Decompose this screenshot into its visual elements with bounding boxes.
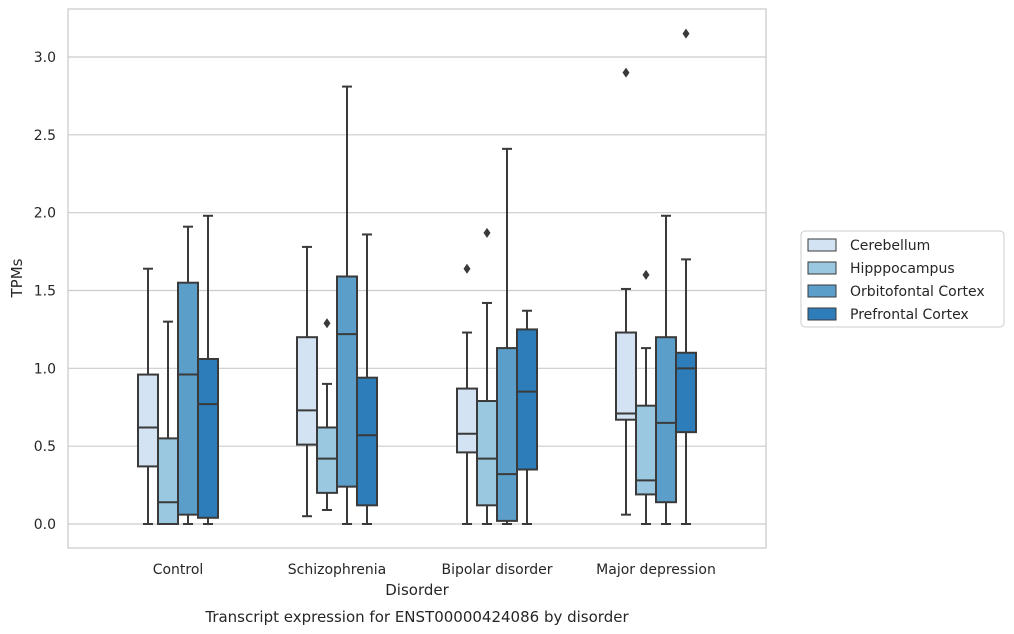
y-tick-label: 2.5	[34, 128, 56, 144]
legend-swatch	[807, 284, 837, 298]
box-2-2	[496, 147, 518, 525]
plot-frame	[67, 8, 767, 549]
box-2-3	[516, 309, 538, 525]
legend-box	[800, 230, 1005, 328]
y-tick-label: 0.0	[34, 517, 56, 533]
box-iqr	[476, 400, 498, 507]
box-2-1	[476, 227, 498, 525]
box-iqr	[675, 351, 697, 434]
x-axis-ticks: Control Schizophrenia Bipolar disorder Majo…	[153, 562, 716, 578]
legend-swatch	[807, 238, 837, 252]
box-1-2	[336, 85, 358, 525]
x-axis-label: Disorder	[385, 581, 449, 599]
y-tick-label: 0.5	[34, 439, 56, 455]
box-1-1	[316, 318, 338, 511]
y-tick-label: 3.0	[34, 50, 56, 66]
legend-label: Cerebellum	[850, 238, 930, 254]
box-0-0	[137, 267, 159, 525]
box-iqr	[336, 275, 358, 488]
outlier-point	[483, 227, 491, 238]
legend-label: Hipppocampus	[850, 261, 955, 277]
box-2-0	[456, 263, 478, 525]
box-3-3	[675, 28, 697, 525]
box-iqr	[316, 426, 338, 494]
legend-label: Orbitofontal Cortex	[850, 284, 985, 300]
box-1-3	[356, 233, 378, 525]
box-0-2	[177, 225, 199, 525]
box-iqr	[356, 376, 378, 507]
box-iqr	[496, 347, 518, 522]
box-iqr	[615, 331, 637, 421]
outlier-point	[323, 318, 331, 329]
box-iqr	[296, 336, 318, 446]
y-tick-label: 2.0	[34, 206, 56, 222]
outlier-point	[642, 269, 650, 280]
x-tick-label: Control	[153, 562, 204, 578]
box-iqr	[655, 336, 677, 504]
box-0-1	[157, 320, 179, 525]
y-axis-ticks: 0.0 0.5 1.0 1.5 2.0 2.5 3.0	[34, 50, 56, 533]
legend-swatch	[807, 261, 837, 275]
box-iqr	[516, 328, 538, 471]
outlier-point	[622, 67, 630, 78]
legend-label: Prefrontal Cortex	[850, 307, 969, 323]
y-axis-label: TPMs	[8, 258, 26, 298]
box-0-3	[197, 214, 219, 525]
chart-caption: Transcript expression for ENST0000042408…	[204, 608, 629, 626]
box-iqr	[157, 437, 179, 525]
box-3-1	[635, 269, 657, 525]
outlier-point	[682, 28, 690, 39]
y-tick-label: 1.5	[34, 284, 56, 300]
box-iqr	[137, 373, 159, 468]
legend: Cerebellum Hipppocampus Orbitofontal Corte…	[800, 230, 1005, 328]
x-tick-label: Bipolar disorder	[441, 562, 552, 578]
box-3-0	[615, 67, 637, 516]
box-iqr	[456, 387, 478, 454]
y-tick-label: 1.0	[34, 361, 56, 377]
box-1-0	[296, 245, 318, 518]
box-iqr	[177, 281, 199, 516]
box-plots	[137, 28, 697, 525]
x-tick-label: Major depression	[596, 562, 716, 578]
box-3-2	[655, 214, 677, 525]
legend-swatch	[807, 307, 837, 321]
box-iqr	[197, 357, 219, 519]
outlier-point	[463, 263, 471, 274]
x-tick-label: Schizophrenia	[288, 562, 386, 578]
